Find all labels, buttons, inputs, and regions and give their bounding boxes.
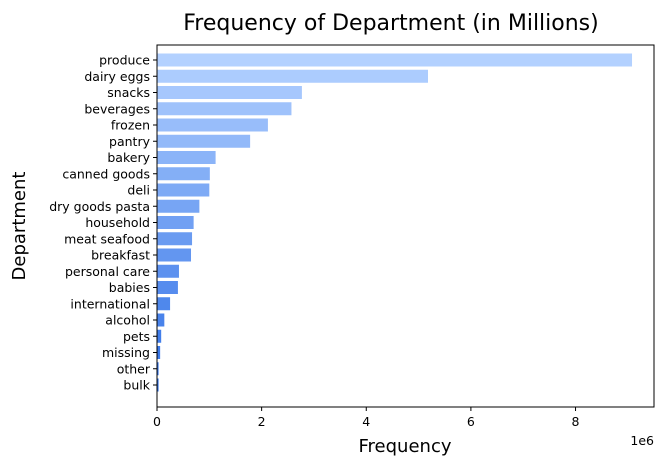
x-tick-label: 0 <box>153 414 161 429</box>
x-axis-label: Frequency <box>359 436 452 457</box>
bar-dry-goods-pasta <box>157 199 200 213</box>
x-scale-label: 1e6 <box>630 433 654 448</box>
y-tick-label-pantry: pantry <box>109 134 151 149</box>
y-tick-label-other: other <box>117 361 151 376</box>
y-tick-label-produce: produce <box>99 53 150 68</box>
y-tick-label-deli: deli <box>127 183 150 198</box>
y-tick-label-canned-goods: canned goods <box>62 166 150 181</box>
bar-bakery <box>157 151 216 164</box>
y-tick-label-breakfast: breakfast <box>91 248 150 263</box>
x-tick-label: 6 <box>467 414 475 429</box>
bar-snacks <box>157 86 302 99</box>
y-tick-label-babies: babies <box>109 280 150 295</box>
x-tick-label: 8 <box>572 414 580 429</box>
bar-household <box>157 216 194 229</box>
bar-canned-goods <box>157 167 210 181</box>
bar-pantry <box>157 134 251 148</box>
bar-frozen <box>157 118 268 132</box>
bar-deli <box>157 183 210 197</box>
y-tick-label-frozen: frozen <box>111 118 150 133</box>
x-tick-label: 2 <box>258 414 266 429</box>
y-tick-label-beverages: beverages <box>84 101 150 116</box>
y-tick-label-snacks: snacks <box>107 85 150 100</box>
y-tick-label-dry-goods-pasta: dry goods pasta <box>49 199 150 214</box>
y-tick-label-bakery: bakery <box>107 150 150 165</box>
y-tick-label-pets: pets <box>123 329 150 344</box>
y-tick-label-alcohol: alcohol <box>105 313 150 328</box>
bars-group <box>157 53 633 392</box>
y-tick-label-dairy-eggs: dairy eggs <box>84 69 150 84</box>
bar-other <box>157 362 159 376</box>
bar-pets <box>157 329 162 343</box>
bar-beverages <box>157 102 292 116</box>
bar-alcohol <box>157 313 165 327</box>
bar-missing <box>157 346 161 359</box>
bar-personal-care <box>157 264 179 278</box>
y-tick-label-international: international <box>70 296 150 311</box>
chart-title: Frequency of Department (in Millions) <box>183 11 598 36</box>
bar-bulk <box>157 378 159 392</box>
y-tick-label-household: household <box>85 215 150 230</box>
bar-breakfast <box>157 248 192 262</box>
y-tick-label-bulk: bulk <box>123 378 150 393</box>
bar-produce <box>157 53 633 67</box>
bar-babies <box>157 281 178 294</box>
y-tick-label-personal-care: personal care <box>65 264 150 279</box>
y-tick-label-missing: missing <box>102 345 150 360</box>
y-axis-label: Department <box>9 172 30 281</box>
plot-frame <box>156 44 655 408</box>
bar-meat-seafood <box>157 232 193 246</box>
bar-international <box>157 297 171 311</box>
x-ticks: 0 2 4 6 8 <box>153 407 580 429</box>
x-tick-label: 4 <box>362 414 370 429</box>
bar-dairy-eggs <box>157 69 428 83</box>
y-tick-label-meat-seafood: meat seafood <box>64 231 150 246</box>
